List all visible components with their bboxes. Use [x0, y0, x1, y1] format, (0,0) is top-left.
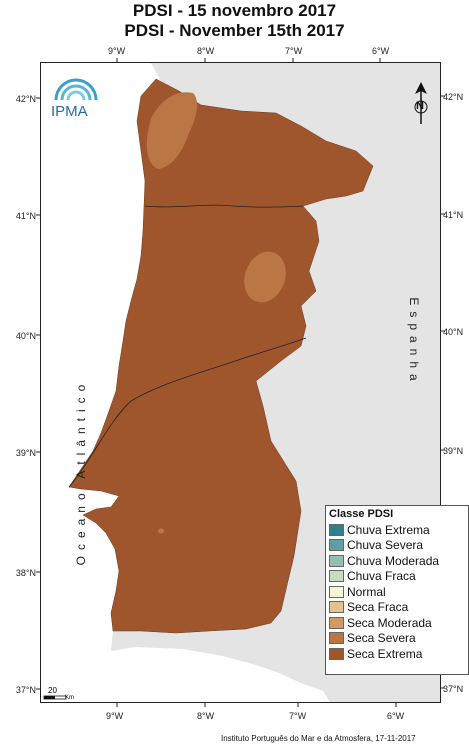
legend-swatch — [329, 601, 344, 614]
legend-item: Seca Moderada — [329, 615, 468, 631]
lon-label-bottom: 6°W — [387, 711, 405, 721]
lat-label-left: 42°N — [15, 94, 36, 104]
legend-label: Chuva Moderada — [347, 553, 440, 568]
ipma-logo-text: IPMA — [51, 103, 88, 120]
lon-label-top: 8°W — [197, 46, 215, 56]
lon-label-top: 6°W — [372, 46, 390, 56]
legend-item: Normal — [329, 584, 468, 600]
legend-title: Classe PDSI — [329, 508, 394, 520]
legend-swatch — [329, 616, 344, 629]
scale-unit: Km — [65, 695, 74, 701]
legend-swatch — [329, 570, 344, 583]
boundary-line — [144, 204, 304, 208]
portugal-region — [68, 78, 374, 634]
legend-label: Seca Fraca — [347, 600, 409, 615]
seca-severa-patch-center — [244, 251, 286, 303]
legend-item: Chuva Fraca — [329, 569, 468, 585]
title-pt: PDSI - 15 novembro 2017 — [132, 1, 337, 20]
lat-label-right: 42°N — [443, 92, 464, 102]
lon-label-top: 9°W — [108, 46, 126, 56]
legend-item: Seca Severa — [329, 631, 468, 647]
legend-label: Seca Severa — [347, 631, 416, 646]
lon-label-bottom: 8°W — [197, 711, 215, 721]
scale-bar — [43, 695, 67, 700]
ipma-logo — [54, 78, 98, 101]
legend-swatch — [329, 647, 344, 660]
legend-label: Seca Extrema — [347, 646, 423, 661]
lat-label-left: 40°N — [15, 331, 36, 341]
lat-label-right: 37°N — [443, 684, 464, 694]
north-arrow-icon — [414, 82, 428, 124]
seca-severa-patch-south — [158, 528, 164, 534]
lat-label-left: 39°N — [15, 448, 36, 458]
legend-swatch — [329, 585, 344, 598]
legend-label: Chuva Severa — [347, 538, 424, 553]
legend-item: Seca Extrema — [329, 646, 468, 662]
title-en: PDSI - November 15th 2017 — [124, 21, 345, 40]
legend-label: Normal — [347, 584, 386, 599]
lat-label-left: 41°N — [15, 211, 36, 221]
lon-label-top: 7°W — [285, 46, 303, 56]
boundary-line — [68, 337, 307, 488]
legend-swatch — [329, 554, 344, 567]
lat-label-right: 41°N — [443, 210, 464, 220]
credit-text: Instituto Português do Mar e da Atmosfer… — [221, 734, 416, 743]
legend-item: Chuva Moderada — [329, 553, 468, 569]
legend-item: Seca Fraca — [329, 600, 468, 616]
ocean-label: Oceano Atlântico — [74, 378, 88, 566]
legend-swatch — [329, 632, 344, 645]
lat-label-left: 38°N — [15, 568, 36, 578]
lon-label-bottom: 7°W — [289, 711, 307, 721]
legend-label: Seca Moderada — [347, 615, 432, 630]
lat-label-left: 37°N — [15, 685, 36, 695]
legend-label: Chuva Extrema — [347, 522, 430, 537]
north-letter: N — [416, 100, 424, 112]
north-arrow: N — [410, 80, 432, 130]
scale-value: 20 — [48, 686, 57, 695]
legend-item: Chuva Extrema — [329, 522, 468, 538]
lon-label-bottom: 9°W — [106, 711, 124, 721]
legend-label: Chuva Fraca — [347, 569, 416, 584]
legend: Classe PDSI Chuva Extrema Chuva Severa C… — [325, 505, 469, 675]
lat-label-right: 39°N — [443, 446, 464, 456]
seca-severa-patch-north — [146, 92, 198, 169]
legend-item: Chuva Severa — [329, 538, 468, 554]
lat-label-right: 40°N — [443, 327, 464, 337]
spain-label: Espanha — [407, 297, 421, 387]
legend-swatch — [329, 539, 344, 552]
legend-swatch — [329, 523, 344, 536]
